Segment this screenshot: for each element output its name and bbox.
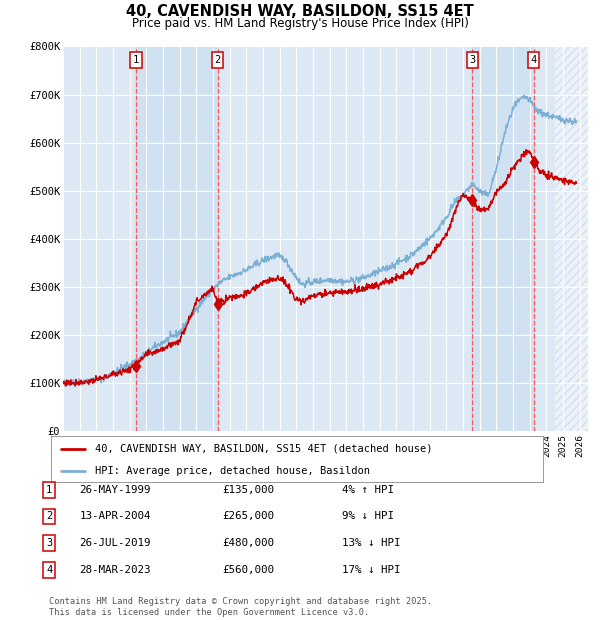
Text: 3: 3 bbox=[46, 538, 52, 548]
Text: 40, CAVENDISH WAY, BASILDON, SS15 4ET: 40, CAVENDISH WAY, BASILDON, SS15 4ET bbox=[126, 4, 474, 19]
Text: 26-MAY-1999: 26-MAY-1999 bbox=[79, 485, 151, 495]
Bar bbox=[136, 46, 218, 431]
Text: 26-JUL-2019: 26-JUL-2019 bbox=[79, 538, 151, 548]
Text: £480,000: £480,000 bbox=[222, 538, 274, 548]
Text: HPI: Average price, detached house, Basildon: HPI: Average price, detached house, Basi… bbox=[95, 466, 370, 476]
Bar bbox=[472, 46, 533, 431]
Text: 4: 4 bbox=[530, 55, 537, 65]
Text: 2: 2 bbox=[215, 55, 221, 65]
Text: 9% ↓ HPI: 9% ↓ HPI bbox=[342, 512, 394, 521]
Text: 4: 4 bbox=[46, 565, 52, 575]
Text: £135,000: £135,000 bbox=[222, 485, 274, 495]
Text: 13% ↓ HPI: 13% ↓ HPI bbox=[342, 538, 401, 548]
Text: £265,000: £265,000 bbox=[222, 512, 274, 521]
Text: 3: 3 bbox=[469, 55, 475, 65]
Text: 1: 1 bbox=[133, 55, 139, 65]
Text: 4% ↑ HPI: 4% ↑ HPI bbox=[342, 485, 394, 495]
Bar bbox=[554, 46, 588, 431]
Text: 13-APR-2004: 13-APR-2004 bbox=[79, 512, 151, 521]
Text: 40, CAVENDISH WAY, BASILDON, SS15 4ET (detached house): 40, CAVENDISH WAY, BASILDON, SS15 4ET (d… bbox=[95, 444, 433, 454]
Text: 17% ↓ HPI: 17% ↓ HPI bbox=[342, 565, 401, 575]
Text: Contains HM Land Registry data © Crown copyright and database right 2025.
This d: Contains HM Land Registry data © Crown c… bbox=[49, 598, 433, 617]
Text: Price paid vs. HM Land Registry's House Price Index (HPI): Price paid vs. HM Land Registry's House … bbox=[131, 17, 469, 30]
Text: 28-MAR-2023: 28-MAR-2023 bbox=[79, 565, 151, 575]
Text: 1: 1 bbox=[46, 485, 52, 495]
Text: £560,000: £560,000 bbox=[222, 565, 274, 575]
Text: 2: 2 bbox=[46, 512, 52, 521]
